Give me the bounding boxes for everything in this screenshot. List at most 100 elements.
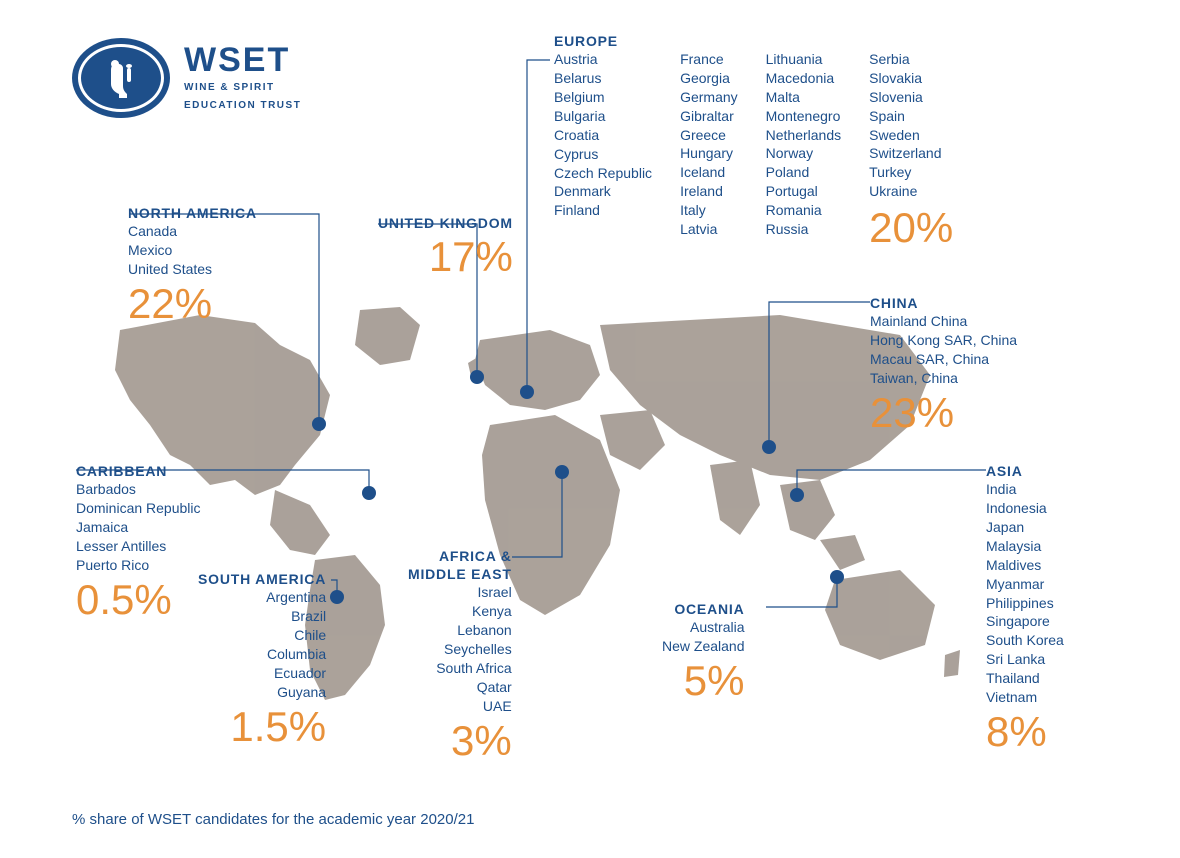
country-item: Ecuador bbox=[198, 664, 326, 683]
region-title: AFRICA & MIDDLE EAST bbox=[408, 547, 512, 583]
country-item: Israel bbox=[408, 583, 512, 602]
country-item: UAE bbox=[408, 697, 512, 716]
country-item: Gibraltar bbox=[680, 107, 738, 126]
country-item: Cyprus bbox=[554, 145, 652, 164]
country-item: Poland bbox=[766, 163, 842, 182]
country-item: Hong Kong SAR, China bbox=[870, 331, 1017, 350]
country-item: Macau SAR, China bbox=[870, 350, 1017, 369]
country-item: Ireland bbox=[680, 182, 738, 201]
country-item: Lithuania bbox=[766, 50, 842, 69]
country-item: Austria bbox=[554, 50, 652, 69]
country-item: Belgium bbox=[554, 88, 652, 107]
country-item: Romania bbox=[766, 201, 842, 220]
country-item: Germany bbox=[680, 88, 738, 107]
country-item: India bbox=[986, 480, 1064, 499]
country-item: Spain bbox=[869, 107, 953, 126]
region-pct: 1.5% bbox=[198, 706, 326, 748]
country-item: France bbox=[680, 50, 738, 69]
country-item: Lesser Antilles bbox=[76, 537, 201, 556]
region-title: ASIA bbox=[986, 462, 1064, 480]
country-item: Latvia bbox=[680, 220, 738, 239]
region-asia: ASIA IndiaIndonesiaJapanMalaysiaMaldives… bbox=[986, 462, 1064, 753]
country-item: Macedonia bbox=[766, 69, 842, 88]
country-item: Mainland China bbox=[870, 312, 1017, 331]
region-north-america: NORTH AMERICA CanadaMexicoUnited States … bbox=[128, 204, 257, 325]
region-pct: 20% bbox=[869, 207, 953, 249]
country-item: Seychelles bbox=[408, 640, 512, 659]
country-item: Iceland bbox=[680, 163, 738, 182]
region-title: UNITED KINGDOM bbox=[378, 214, 513, 232]
country-item: Bulgaria bbox=[554, 107, 652, 126]
country-item: Australia bbox=[662, 618, 745, 637]
country-item: Myanmar bbox=[986, 575, 1064, 594]
country-item: Chile bbox=[198, 626, 326, 645]
country-item: Mexico bbox=[128, 241, 257, 260]
country-item: Ukraine bbox=[869, 182, 953, 201]
country-item: Japan bbox=[986, 518, 1064, 537]
region-pct: 8% bbox=[986, 711, 1064, 753]
region-south-america: SOUTH AMERICA ArgentinaBrazilChileColumb… bbox=[198, 570, 326, 748]
country-item: Puerto Rico bbox=[76, 556, 201, 575]
country-item: Sri Lanka bbox=[986, 650, 1064, 669]
country-item: Guyana bbox=[198, 683, 326, 702]
country-item: Switzerland bbox=[869, 144, 953, 163]
country-item: Maldives bbox=[986, 556, 1064, 575]
country-item: Hungary bbox=[680, 144, 738, 163]
country-item: Malta bbox=[766, 88, 842, 107]
country-item: Czech Republic bbox=[554, 164, 652, 183]
region-title: NORTH AMERICA bbox=[128, 204, 257, 222]
country-item: Jamaica bbox=[76, 518, 201, 537]
country-item: Slovenia bbox=[869, 88, 953, 107]
country-item: Philippines bbox=[986, 594, 1064, 613]
region-pct: 3% bbox=[408, 720, 512, 762]
country-item: Lebanon bbox=[408, 621, 512, 640]
country-item: Singapore bbox=[986, 612, 1064, 631]
country-item: Qatar bbox=[408, 678, 512, 697]
region-uk: UNITED KINGDOM 17% bbox=[378, 214, 513, 278]
country-item: Serbia bbox=[869, 50, 953, 69]
region-title: CARIBBEAN bbox=[76, 462, 201, 480]
region-pct: 22% bbox=[128, 283, 257, 325]
country-item: Sweden bbox=[869, 126, 953, 145]
region-title: CHINA bbox=[870, 294, 1017, 312]
country-item: Montenegro bbox=[766, 107, 842, 126]
region-europe: EUROPE AustriaBelarusBelgiumBulgariaCroa… bbox=[554, 32, 953, 249]
region-pct: 5% bbox=[662, 660, 745, 702]
country-item: Argentina bbox=[198, 588, 326, 607]
country-item: Taiwan, China bbox=[870, 369, 1017, 388]
country-item: Italy bbox=[680, 201, 738, 220]
region-title: SOUTH AMERICA bbox=[198, 570, 326, 588]
region-pct: 17% bbox=[378, 236, 513, 278]
region-title: OCEANIA bbox=[662, 600, 745, 618]
region-caribbean: CARIBBEAN BarbadosDominican RepublicJama… bbox=[76, 462, 201, 621]
country-item: Malaysia bbox=[986, 537, 1064, 556]
country-item: Thailand bbox=[986, 669, 1064, 688]
country-item: Greece bbox=[680, 126, 738, 145]
country-item: Georgia bbox=[680, 69, 738, 88]
country-item: Belarus bbox=[554, 69, 652, 88]
region-china: CHINA Mainland ChinaHong Kong SAR, China… bbox=[870, 294, 1017, 434]
country-item: Netherlands bbox=[766, 126, 842, 145]
country-item: Finland bbox=[554, 201, 652, 220]
country-item: Croatia bbox=[554, 126, 652, 145]
country-item: Canada bbox=[128, 222, 257, 241]
country-item: Portugal bbox=[766, 182, 842, 201]
country-item: Indonesia bbox=[986, 499, 1064, 518]
region-africa-me: AFRICA & MIDDLE EAST IsraelKenyaLebanonS… bbox=[408, 547, 512, 762]
country-item: Kenya bbox=[408, 602, 512, 621]
country-item: New Zealand bbox=[662, 637, 745, 656]
country-item: Norway bbox=[766, 144, 842, 163]
country-item: Denmark bbox=[554, 182, 652, 201]
country-item: Slovakia bbox=[869, 69, 953, 88]
country-item: United States bbox=[128, 260, 257, 279]
country-item: South Korea bbox=[986, 631, 1064, 650]
country-item: Vietnam bbox=[986, 688, 1064, 707]
country-item: Turkey bbox=[869, 163, 953, 182]
country-item: Barbados bbox=[76, 480, 201, 499]
footer-caption: % share of WSET candidates for the acade… bbox=[72, 811, 474, 828]
region-pct: 23% bbox=[870, 392, 1017, 434]
region-oceania: OCEANIA AustraliaNew Zealand 5% bbox=[662, 600, 745, 702]
country-item: Dominican Republic bbox=[76, 499, 201, 518]
region-title: EUROPE bbox=[554, 32, 652, 50]
region-pct: 0.5% bbox=[76, 579, 201, 621]
